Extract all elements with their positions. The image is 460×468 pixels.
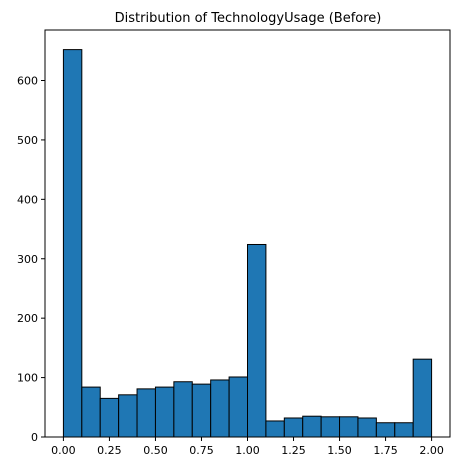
histogram-bar (173, 381, 193, 438)
histogram-bar (412, 358, 433, 438)
x-tick-label: 0.00 (51, 444, 76, 457)
x-tick-label: 1.00 (235, 444, 260, 457)
chart-title: Distribution of TechnologyUsage (Before) (115, 11, 382, 26)
x-tick-label: 1.25 (281, 444, 306, 457)
histogram-bar (228, 376, 249, 438)
y-tick-label: 100 (17, 372, 38, 385)
x-tick-label: 1.75 (373, 444, 398, 457)
x-tick-label: 2.00 (419, 444, 444, 457)
histogram-bar (283, 417, 304, 438)
histogram-bar (375, 422, 396, 438)
bars-group (62, 49, 433, 438)
histogram-bar (302, 415, 322, 438)
histogram-bar (62, 49, 83, 438)
y-tick-label: 200 (17, 312, 38, 325)
histogram-bar (265, 420, 285, 438)
histogram-bar (154, 386, 175, 438)
histogram-bar (357, 417, 377, 438)
histogram-bar (320, 416, 341, 438)
histogram-bar (81, 386, 101, 438)
histogram-bar (339, 416, 359, 438)
x-tick-label: 0.50 (143, 444, 168, 457)
x-tick-label: 0.75 (189, 444, 214, 457)
y-tick-label: 400 (17, 193, 38, 206)
y-tick-label: 600 (17, 75, 38, 88)
histogram-bar (210, 379, 230, 438)
histogram-bar (191, 383, 212, 438)
axes-group: 0.00 0.25 0.50 0.75 1.00 1.25 1.50 1.75 2.00 0 100… (17, 29, 451, 457)
y-tick-label: 300 (17, 253, 38, 266)
histogram-bar (247, 243, 267, 438)
y-tick-label: 500 (17, 134, 38, 147)
histogram-bar (136, 388, 156, 438)
y-tick-label: 0 (31, 431, 38, 444)
histogram-bar (394, 422, 414, 438)
histogram-bar (118, 394, 138, 438)
histogram-bar (99, 397, 120, 438)
x-tick-label: 1.50 (327, 444, 352, 457)
x-tick-label: 0.25 (97, 444, 122, 457)
